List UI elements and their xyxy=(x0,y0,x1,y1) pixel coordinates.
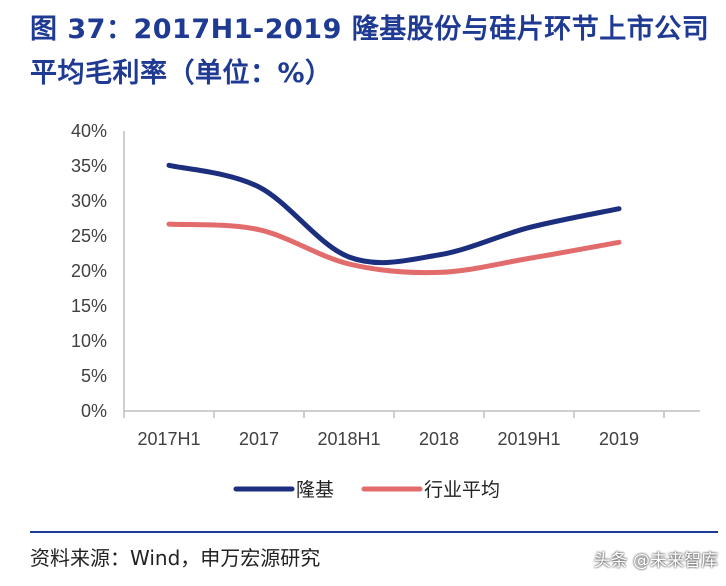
legend: 隆基 行业平均 xyxy=(233,479,500,501)
x-axis-ticks: 2017H1 2017 2018H1 2018 2019H1 2019 xyxy=(137,429,639,449)
watermark: 头条 @未来智库 xyxy=(594,546,718,571)
y-tick-label: 25% xyxy=(71,226,107,246)
series-longi-line xyxy=(166,162,622,266)
x-tick-label: 2017H1 xyxy=(137,429,200,449)
x-tick-label: 2018 xyxy=(419,429,459,449)
series-industry-average-line xyxy=(166,221,622,276)
y-axis-ticks: 0% 5% 10% 15% 20% 25% 30% 35% 40% xyxy=(71,121,107,421)
line-chart: 0% 5% 10% 15% 20% 25% 30% 35% 40% 2017H1 2017 2018… xyxy=(71,121,700,501)
y-tick-label: 15% xyxy=(71,296,107,316)
divider xyxy=(30,531,718,533)
y-tick-label: 10% xyxy=(71,331,107,351)
series-industry-average-legend-label: 行业平均 xyxy=(424,479,500,501)
watermark-text: 头条 @未来智库 xyxy=(593,551,718,571)
y-tick-label: 5% xyxy=(81,366,107,386)
x-tick-label: 2019 xyxy=(599,429,639,449)
x-axis-tick-marks xyxy=(123,411,665,418)
x-tick-label: 2019H1 xyxy=(497,429,560,449)
y-tick-label: 0% xyxy=(81,401,107,421)
series-layer xyxy=(166,162,622,276)
x-tick-label: 2017 xyxy=(239,429,279,449)
y-tick-label: 30% xyxy=(71,191,107,211)
y-tick-label: 35% xyxy=(71,156,107,176)
chart-title: 图 37：2017H1-2019 隆基股份与硅片环节上市公司平均毛利率（单位：%… xyxy=(30,14,710,89)
x-tick-label: 2018H1 xyxy=(317,429,380,449)
y-tick-label: 20% xyxy=(71,261,107,281)
source-note: 资料来源：Wind，申万宏源研究 xyxy=(30,546,321,570)
y-tick-label: 40% xyxy=(71,121,107,141)
series-longi-legend-label: 隆基 xyxy=(296,479,334,501)
